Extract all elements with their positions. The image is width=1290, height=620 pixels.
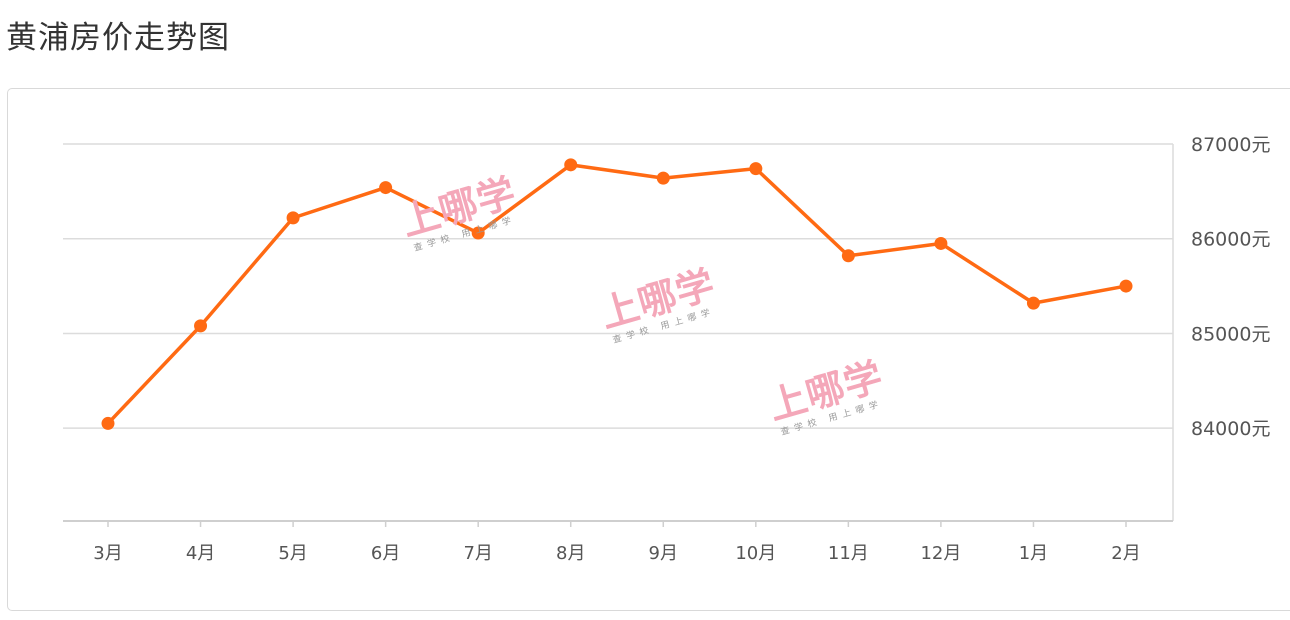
x-tick-label: 9月 bbox=[649, 543, 678, 564]
x-tick-label: 10月 bbox=[735, 543, 776, 564]
x-tick-label: 3月 bbox=[93, 543, 122, 564]
data-point bbox=[841, 249, 855, 263]
data-point bbox=[101, 416, 115, 430]
x-tick-label: 12月 bbox=[920, 543, 961, 564]
grid-lines bbox=[63, 143, 1174, 522]
data-point bbox=[749, 162, 763, 176]
series-line-path bbox=[106, 163, 1128, 426]
x-tick-label: 2月 bbox=[1111, 543, 1140, 564]
x-tick-label: 11月 bbox=[828, 543, 869, 564]
y-tick-label: 85000元 bbox=[1191, 323, 1270, 345]
data-point bbox=[656, 171, 670, 185]
data-point bbox=[379, 181, 393, 195]
x-tick-label: 7月 bbox=[463, 543, 492, 564]
x-tick-label: 8月 bbox=[556, 543, 585, 564]
data-point bbox=[471, 226, 485, 240]
data-point bbox=[934, 236, 948, 250]
y-tick-label: 87000元 bbox=[1191, 134, 1270, 156]
data-point bbox=[1119, 279, 1133, 293]
data-point bbox=[564, 158, 578, 172]
data-point bbox=[1026, 296, 1040, 310]
y-axis-ticks: 84000元 85000元 86000元 87000元 bbox=[1191, 134, 1270, 440]
page-title: 黄浦房价走势图 bbox=[6, 20, 230, 56]
series-line bbox=[106, 163, 1128, 426]
x-tick-label: 1月 bbox=[1019, 543, 1048, 564]
x-tick-label: 4月 bbox=[186, 543, 215, 564]
data-point bbox=[286, 211, 300, 225]
y-tick-label: 86000元 bbox=[1191, 229, 1270, 251]
y-tick-label: 84000元 bbox=[1191, 418, 1270, 440]
data-point bbox=[194, 319, 208, 333]
x-tick-label: 5月 bbox=[278, 543, 307, 564]
x-tick-label: 6月 bbox=[371, 543, 400, 564]
series-points bbox=[101, 158, 1133, 430]
x-axis-ticks: 3月 4月 5月 6月 7月 8月 9月 10月 11月 12月 1月 2月 bbox=[93, 521, 1141, 564]
